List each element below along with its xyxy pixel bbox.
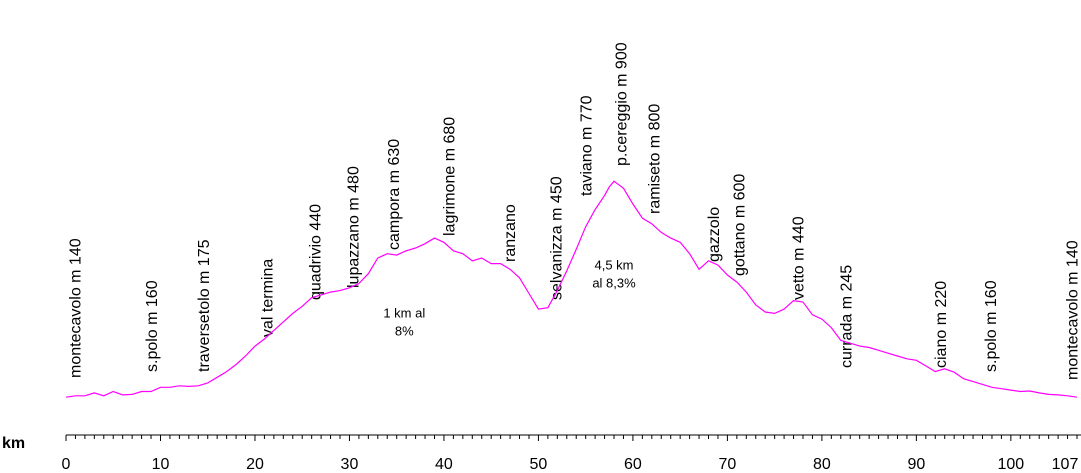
place-label: lagrimone m 680 bbox=[442, 117, 459, 236]
place-label: s.polo m 160 bbox=[144, 280, 161, 372]
place-label: quadrivio 440 bbox=[308, 204, 325, 300]
x-tick-label: 107 bbox=[1052, 456, 1079, 473]
x-axis-unit-label: km bbox=[2, 435, 25, 452]
x-tick-label: 60 bbox=[624, 456, 642, 473]
place-label: lupazzano m 480 bbox=[345, 166, 362, 288]
place-label: vetto m 440 bbox=[790, 216, 807, 300]
place-label: gottano m 600 bbox=[732, 174, 749, 276]
x-tick-label: 10 bbox=[152, 456, 170, 473]
place-label: ciano m 220 bbox=[933, 281, 950, 368]
x-tick-label: 40 bbox=[435, 456, 453, 473]
place-label: val termina bbox=[259, 259, 276, 337]
place-label: ramiseto m 800 bbox=[647, 104, 664, 214]
x-tick-label: 100 bbox=[998, 456, 1025, 473]
place-label: ranzano bbox=[502, 204, 519, 262]
elevation-profile-line bbox=[65, 180, 1078, 398]
place-labels: montecavolo m 140 s.polo m 160 traversetol… bbox=[68, 42, 1081, 380]
gradient-annotation-text: 1 km al bbox=[383, 306, 425, 321]
place-label: gazzolo bbox=[706, 207, 723, 262]
gradient-annotation-text: 8% bbox=[395, 324, 414, 339]
gradient-annotation-text: 4,5 km bbox=[594, 257, 633, 272]
place-label: taviano m 770 bbox=[579, 95, 596, 196]
x-tick-label: 30 bbox=[341, 456, 359, 473]
x-tick-label: 20 bbox=[246, 456, 264, 473]
x-axis-ticks: 0 10 20 30 40 50 60 70 80 90 100 107 bbox=[62, 435, 1079, 473]
place-label: currada m 245 bbox=[839, 265, 856, 368]
x-tick-label: 70 bbox=[719, 456, 737, 473]
place-label: s.polo m 160 bbox=[983, 280, 1000, 372]
place-label: montecavolo m 140 bbox=[68, 238, 85, 378]
x-tick-label: 0 bbox=[62, 456, 71, 473]
gradient-annotation-text: al 8,3% bbox=[592, 275, 636, 290]
x-tick-label: 50 bbox=[530, 456, 548, 473]
place-label: traversetolo m 175 bbox=[196, 239, 213, 372]
place-label: selvanizza m 450 bbox=[548, 176, 565, 300]
place-label: campora m 630 bbox=[386, 139, 403, 250]
place-label: montecavolo m 140 bbox=[1064, 240, 1081, 380]
gradient-annotations: 1 km al 8% 4,5 km al 8,3% bbox=[383, 257, 636, 338]
x-tick-label: 90 bbox=[907, 456, 925, 473]
x-tick-label: 80 bbox=[813, 456, 831, 473]
place-label: p.cereggio m 900 bbox=[614, 42, 631, 166]
